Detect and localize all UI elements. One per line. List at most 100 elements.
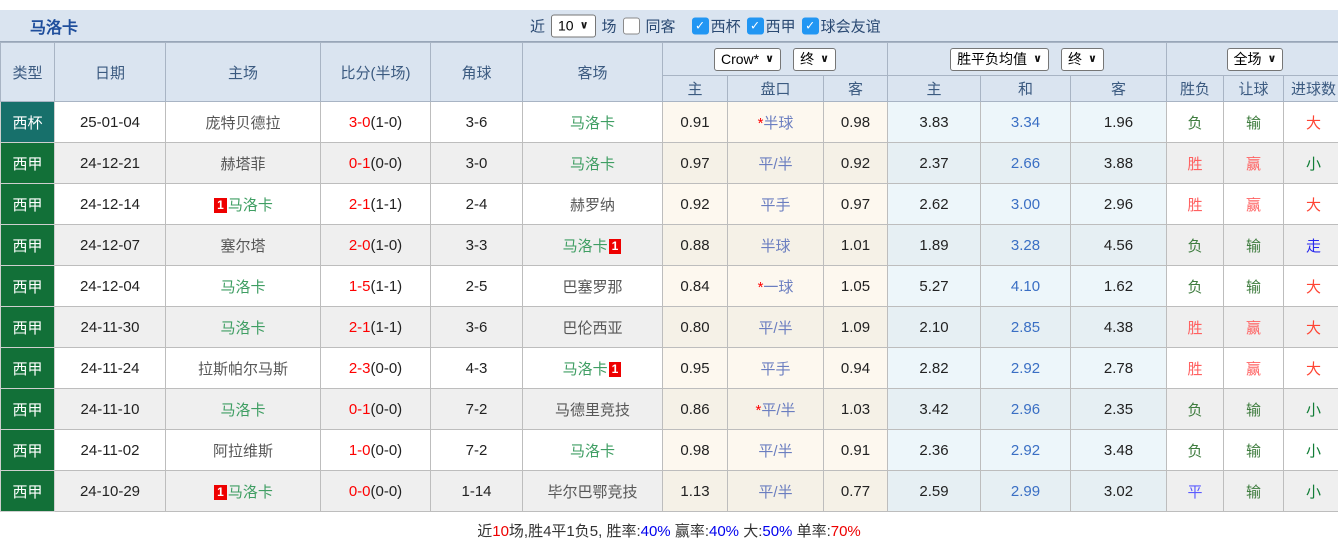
summary-line: 近10场,胜4平1负5, 胜率:40% 赢率:40% 大:50% 单率:70% bbox=[0, 520, 1338, 541]
match-row: 西杯 25-01-04 庞特贝德拉 3-0(1-0) 3-6 马洛卡 0.91 … bbox=[0, 101, 1338, 143]
match-date-cell: 24-12-07 bbox=[54, 224, 166, 266]
avg-home-cell: 2.59 bbox=[887, 470, 981, 512]
handicap-value: 平手 bbox=[760, 360, 791, 378]
handicap-cell: 平/半 bbox=[727, 142, 824, 184]
corner-cell: 3-6 bbox=[430, 101, 523, 143]
wdl-value: 胜 bbox=[1187, 319, 1203, 337]
wdl-cell: 负 bbox=[1166, 101, 1224, 143]
away-team-cell: 马洛卡 bbox=[522, 142, 663, 184]
odds-provider-select[interactable]: Crow* ∨ bbox=[714, 47, 782, 71]
league-checkbox[interactable]: ✓ bbox=[746, 17, 764, 34]
away-team-name: 马洛卡 bbox=[562, 237, 608, 255]
home-odds-cell: 0.91 bbox=[662, 101, 728, 143]
match-date-cell: 24-11-10 bbox=[54, 388, 166, 430]
avg-home-cell: 2.82 bbox=[887, 347, 981, 389]
handicap-result-value: 赢 bbox=[1245, 360, 1261, 378]
away-team-name: 赫罗纳 bbox=[569, 196, 615, 214]
odds-group-header: Crow* ∨ 终 ∨ bbox=[662, 42, 888, 76]
goals-result-value: 大 bbox=[1305, 319, 1321, 337]
halftime-score: (0-0) bbox=[370, 359, 403, 377]
home-odds-cell: 0.84 bbox=[662, 265, 728, 307]
col-odds-home: 主 bbox=[662, 75, 728, 102]
match-date-cell: 24-10-29 bbox=[54, 470, 166, 512]
match-date-cell: 24-12-21 bbox=[54, 142, 166, 184]
match-date-cell: 24-12-04 bbox=[54, 265, 166, 307]
avg-away-cell: 4.38 bbox=[1070, 306, 1167, 348]
avg-type-select[interactable]: 胜平负均值 ∨ bbox=[950, 47, 1049, 71]
col-goals: 进球数 bbox=[1283, 75, 1338, 102]
match-row: 西甲 24-12-21 赫塔菲 0-1(0-0) 3-0 马洛卡 0.97 平/… bbox=[0, 142, 1338, 184]
col-odds-away: 客 bbox=[823, 75, 888, 102]
halftime-score: (0-0) bbox=[370, 400, 403, 418]
handicap-result-cell: 赢 bbox=[1223, 183, 1284, 225]
match-date-cell: 24-11-30 bbox=[54, 306, 166, 348]
handicap-cell: 平/半 bbox=[727, 429, 824, 471]
avg-draw-cell: 4.10 bbox=[980, 265, 1071, 307]
result-scope-select[interactable]: 全场 ∨ bbox=[1226, 47, 1284, 71]
handicap-value: 平/半 bbox=[758, 155, 793, 173]
corner-cell: 4-3 bbox=[430, 347, 523, 389]
league-label: 西甲 bbox=[765, 18, 796, 35]
away-team-name: 马洛卡 bbox=[569, 114, 615, 132]
avg-time-select[interactable]: 终 ∨ bbox=[1061, 47, 1104, 71]
halftime-score: (1-1) bbox=[370, 318, 403, 336]
chevron-down-icon: ∨ bbox=[765, 52, 775, 65]
halftime-score: (0-0) bbox=[370, 154, 403, 172]
handicap-result-cell: 赢 bbox=[1223, 347, 1284, 389]
goals-result-value: 大 bbox=[1305, 278, 1321, 296]
handicap-cell: *平/半 bbox=[727, 388, 824, 430]
away-team-cell: 马洛卡 bbox=[522, 429, 663, 471]
avg-away-cell: 4.56 bbox=[1070, 224, 1167, 266]
home-odds-cell: 0.95 bbox=[662, 347, 728, 389]
score-cell: 0-0(0-0) bbox=[320, 470, 431, 512]
col-wdl: 胜负 bbox=[1166, 75, 1224, 102]
handicap-star: * bbox=[755, 401, 762, 419]
wdl-value: 胜 bbox=[1187, 360, 1203, 378]
halftime-score: (1-1) bbox=[370, 195, 403, 213]
avg-draw-cell: 2.99 bbox=[980, 470, 1071, 512]
avg-home-cell: 2.36 bbox=[887, 429, 981, 471]
league-checkbox[interactable]: ✓ bbox=[691, 17, 709, 34]
handicap-result-value: 输 bbox=[1245, 278, 1261, 296]
wdl-value: 负 bbox=[1187, 237, 1203, 255]
league-checkbox[interactable]: ✓ bbox=[801, 17, 819, 34]
match-type-cell: 西甲 bbox=[0, 388, 55, 430]
wdl-cell: 胜 bbox=[1166, 306, 1224, 348]
wdl-value: 负 bbox=[1187, 114, 1203, 132]
halftime-score: (1-1) bbox=[370, 277, 403, 295]
avg-away-cell: 3.48 bbox=[1070, 429, 1167, 471]
goals-result-value: 大 bbox=[1305, 360, 1321, 378]
recent-count-value: 10 bbox=[558, 17, 574, 34]
wdl-cell: 胜 bbox=[1166, 142, 1224, 184]
fulltime-score: 3-0 bbox=[348, 113, 371, 131]
wdl-value: 负 bbox=[1187, 401, 1203, 419]
match-type-cell: 西甲 bbox=[0, 306, 55, 348]
matches-table: 类型 日期 主场 比分(半场) 角球 客场 Crow* ∨ 终 ∨ bbox=[0, 42, 1338, 512]
halftime-score: (1-0) bbox=[370, 236, 403, 254]
handicap-value: 半球 bbox=[760, 237, 791, 255]
match-row: 西甲 24-12-04 马洛卡 1-5(1-1) 2-5 巴塞罗那 0.84 *… bbox=[0, 265, 1338, 307]
match-type-cell: 西甲 bbox=[0, 142, 55, 184]
chevron-down-icon: ∨ bbox=[1088, 52, 1097, 65]
halftime-score: (0-0) bbox=[370, 482, 403, 500]
recent-label: 近 bbox=[530, 18, 546, 35]
handicap-cell: *一球 bbox=[727, 265, 824, 307]
away-team-name: 马洛卡 bbox=[569, 442, 615, 460]
avg-home-cell: 2.37 bbox=[887, 142, 981, 184]
recent-count-select[interactable]: 10 ∨ bbox=[551, 14, 596, 37]
home-team-cell: 阿拉维斯 bbox=[165, 429, 321, 471]
home-team-name: 塞尔塔 bbox=[220, 237, 266, 255]
odds-time-select[interactable]: 终 ∨ bbox=[793, 47, 836, 71]
away-team-name: 巴伦西亚 bbox=[562, 319, 623, 337]
goals-result-value: 小 bbox=[1305, 442, 1321, 460]
score-cell: 2-0(1-0) bbox=[320, 224, 431, 266]
handicap-cell: 平/半 bbox=[727, 470, 824, 512]
wdl-value: 平 bbox=[1187, 483, 1203, 501]
away-odds-cell: 1.01 bbox=[823, 224, 888, 266]
summary-segment: 单率: bbox=[792, 523, 831, 540]
same-away-checkbox[interactable]: ✓ bbox=[622, 17, 640, 34]
col-score: 比分(半场) bbox=[320, 42, 431, 102]
corner-cell: 3-0 bbox=[430, 142, 523, 184]
avg-home-cell: 2.10 bbox=[887, 306, 981, 348]
home-team-name: 马洛卡 bbox=[220, 319, 266, 337]
